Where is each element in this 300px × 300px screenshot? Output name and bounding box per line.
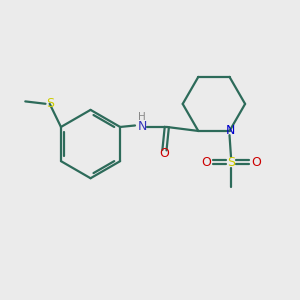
Text: S: S: [46, 97, 54, 110]
Text: S: S: [227, 156, 235, 169]
Text: N: N: [226, 124, 236, 137]
Text: O: O: [201, 156, 211, 169]
Text: H: H: [138, 112, 146, 122]
Text: N: N: [137, 121, 147, 134]
Text: O: O: [251, 156, 261, 169]
Text: O: O: [160, 147, 170, 160]
